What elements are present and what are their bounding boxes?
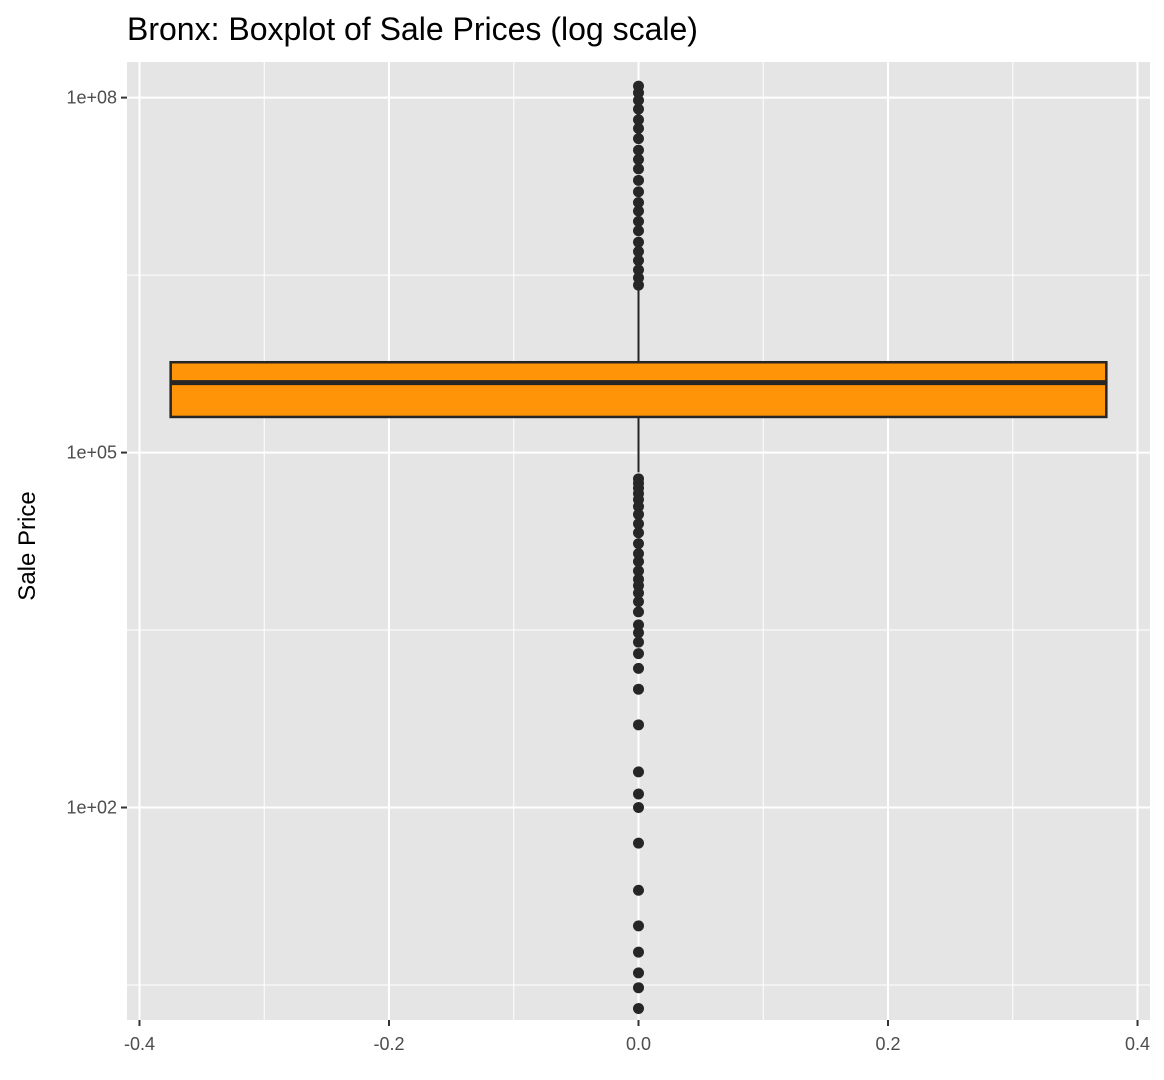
outlier-point-low: [633, 719, 644, 731]
outlier-point-high: [633, 272, 644, 284]
y-axis-label: Sale Price: [14, 491, 41, 600]
y-tick-label: 1e+05: [66, 443, 117, 463]
outlier-point-low: [633, 884, 644, 896]
x-tick-label: 0.2: [875, 1034, 900, 1054]
outlier-point-high: [633, 186, 644, 198]
outlier-point-high: [633, 205, 644, 217]
x-tick-label: 0.4: [1125, 1034, 1150, 1054]
box-iqr: [169, 360, 1108, 419]
outlier-point-high: [633, 225, 644, 237]
outlier-point-high: [633, 174, 644, 186]
outlier-point-low: [633, 627, 644, 639]
outlier-point-low: [633, 501, 644, 513]
outlier-point-low: [633, 606, 644, 618]
outlier-point-low: [633, 619, 644, 631]
outlier-point-low: [633, 636, 644, 648]
outlier-point-low: [633, 920, 644, 932]
outlier-point-low: [633, 982, 644, 994]
outlier-point-high: [633, 163, 644, 175]
outlier-point-high: [633, 215, 644, 227]
outlier-point-low: [633, 683, 644, 695]
outlier-point-high: [633, 246, 644, 258]
outlier-point-low: [633, 548, 644, 560]
outlier-point-high: [633, 114, 644, 126]
y-tick-label: 1e+02: [66, 798, 117, 818]
outlier-point-high: [633, 103, 644, 115]
outlier-point-high: [633, 80, 644, 92]
outlier-point-high: [633, 133, 644, 145]
outlier-point-low: [633, 837, 644, 849]
outlier-point-high: [633, 94, 644, 106]
outlier-point-high: [633, 236, 644, 248]
x-tick-label: -0.4: [124, 1034, 155, 1054]
box-layer: [169, 287, 1108, 473]
outlier-points: [633, 80, 644, 1015]
outlier-point-low: [633, 527, 644, 539]
outlier-point-low: [633, 565, 644, 577]
outlier-point-low: [633, 946, 644, 958]
outlier-point-low: [633, 508, 644, 520]
x-tick-label: -0.2: [373, 1034, 404, 1054]
outlier-point-low: [633, 788, 644, 800]
outlier-point-high: [633, 144, 644, 156]
outlier-point-low: [633, 518, 644, 530]
outlier-point-low: [633, 596, 644, 608]
outlier-point-low: [633, 538, 644, 550]
x-tick-label: 0.0: [626, 1034, 651, 1054]
outlier-point-low: [633, 802, 644, 814]
chart-title: Bronx: Boxplot of Sale Prices (log scale…: [127, 11, 698, 47]
outlier-point-low: [633, 1003, 644, 1015]
outlier-point-high: [633, 153, 644, 165]
axes: -0.4 -0.2 0.0 0.2 0.4 1e+02 1e+05 1e+08: [66, 88, 1150, 1054]
outlier-point-low: [633, 556, 644, 568]
outlier-point-high: [633, 264, 644, 276]
outlier-point-high: [633, 255, 644, 267]
outlier-point-high: [633, 196, 644, 208]
outlier-point-low: [633, 766, 644, 778]
outlier-point-low: [633, 648, 644, 660]
outlier-point-low: [633, 587, 644, 599]
outlier-point-high: [633, 122, 644, 134]
outlier-point-low: [633, 967, 644, 979]
y-tick-label: 1e+08: [66, 88, 117, 108]
outlier-point-low: [633, 662, 644, 674]
